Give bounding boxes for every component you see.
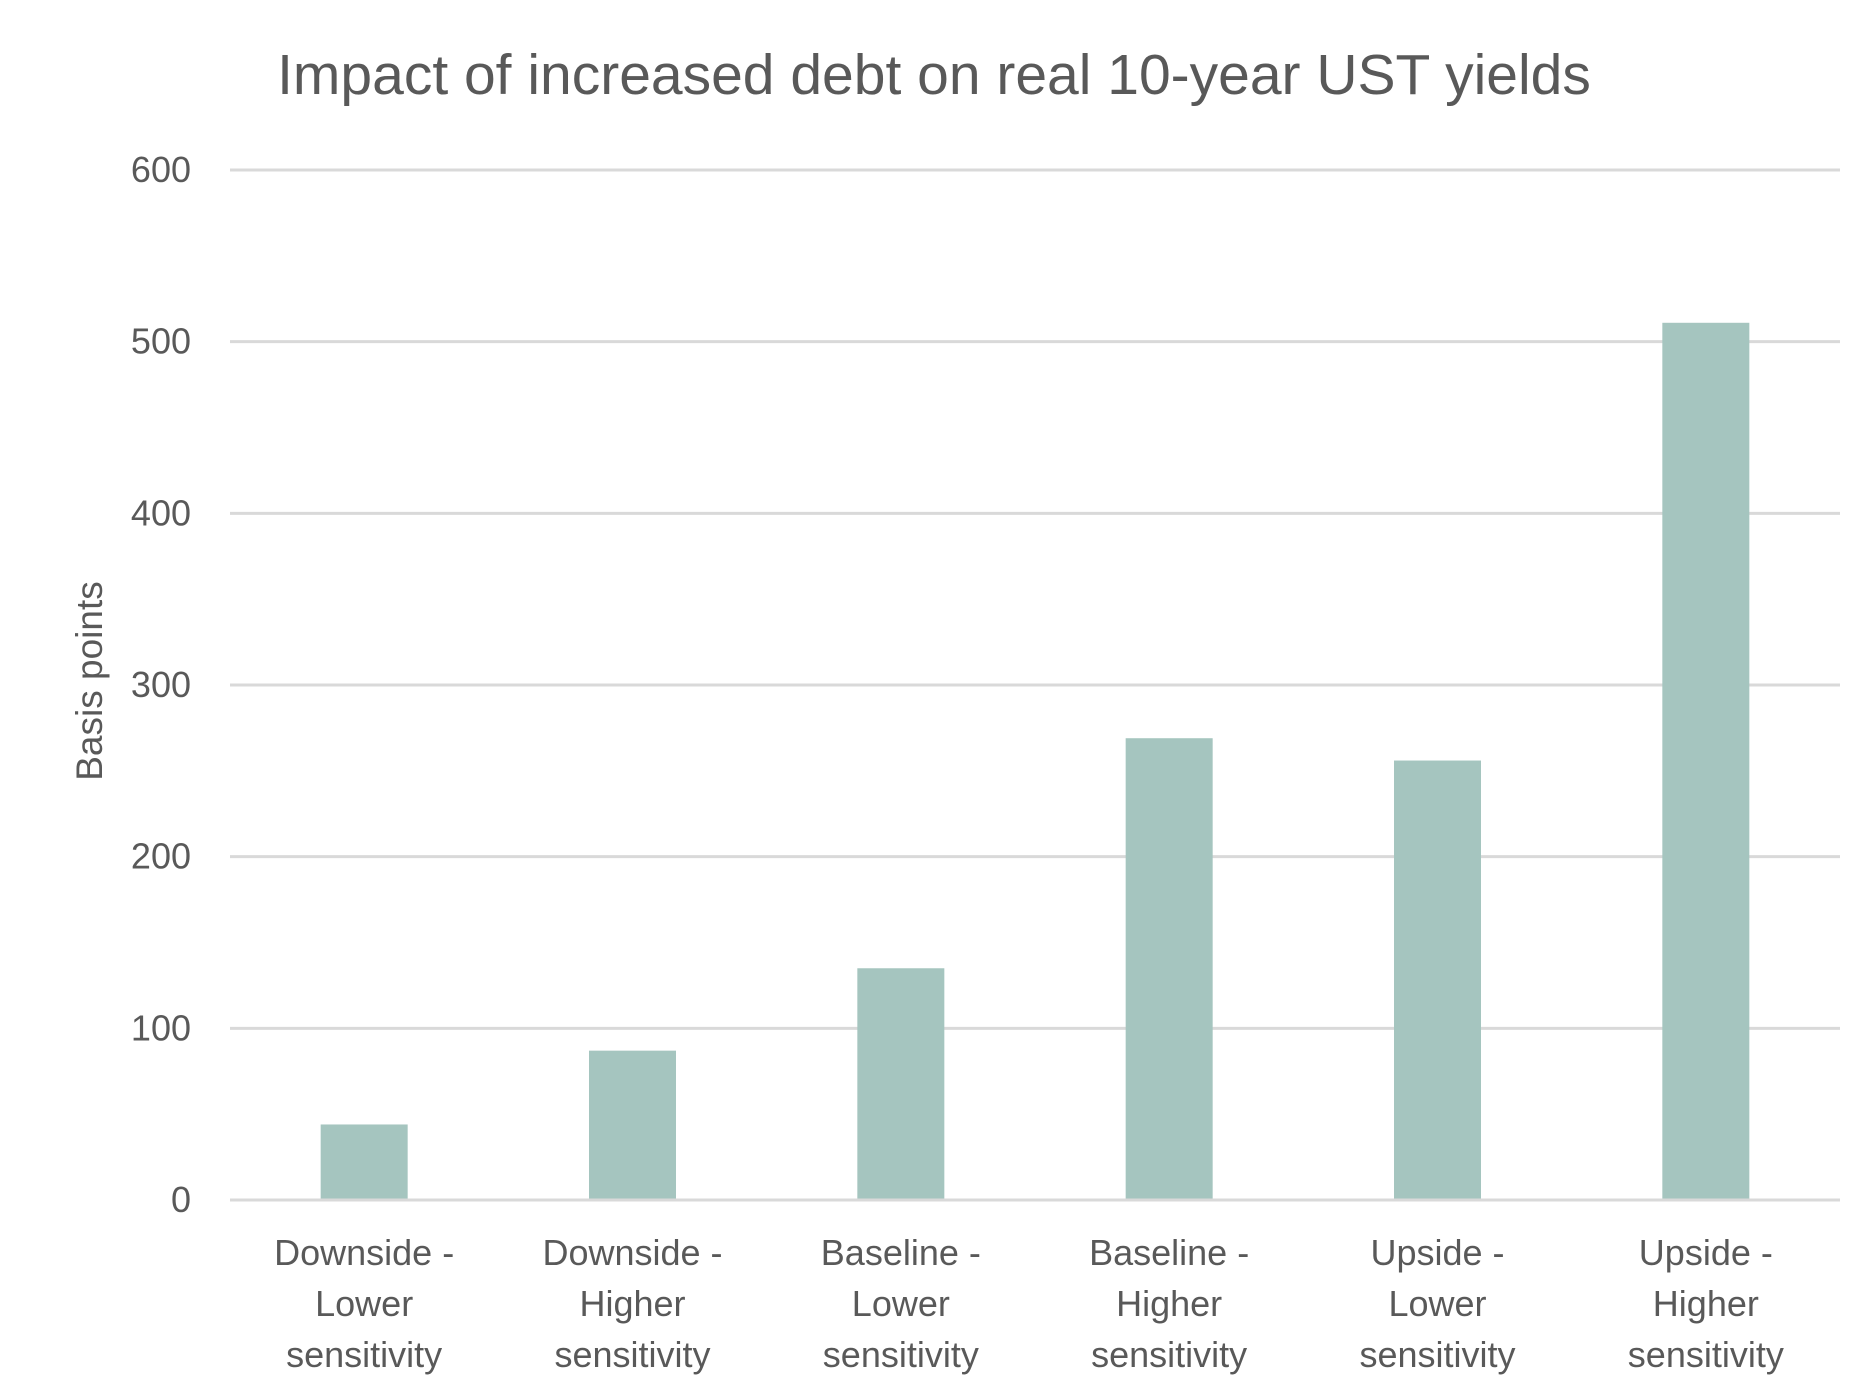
x-tick-label-line: Upside - [1639,1232,1773,1273]
bar [1662,322,1750,1200]
y-axis-ticks: 0 100 200 300 400 500 600 [131,149,191,1220]
y-tick-label: 200 [131,836,191,877]
x-tick-label-line: sensitivity [1628,1334,1784,1375]
x-tick-label: Baseline - Higher sensitivity [1089,1232,1249,1375]
y-tick-label: 600 [131,149,191,190]
bar [1394,760,1481,1200]
chart-title: Impact of increased debt on real 10-year… [277,43,1591,107]
bar [857,968,945,1200]
x-tick-label-line: Lower [315,1283,413,1324]
x-tick-label-line: Higher [1116,1283,1222,1324]
y-tick-label: 400 [131,492,191,533]
x-tick-label: Downside - Higher sensitivity [542,1232,722,1375]
x-tick-label-line: Downside - [542,1232,722,1273]
y-axis-label: Basis points [69,581,110,781]
x-tick-label-line: sensitivity [823,1334,979,1375]
x-tick-label: Baseline - Lower sensitivity [821,1232,981,1375]
y-tick-label: 0 [171,1179,191,1220]
x-tick-label-line: sensitivity [1091,1334,1247,1375]
gridlines [230,168,1840,1030]
x-tick-label-line: Baseline - [1089,1232,1249,1273]
y-tick-label: 500 [131,321,191,362]
x-axis-ticks: Downside - Lower sensitivity Downside - High… [274,1232,1784,1375]
x-tick-label: Upside - Lower sensitivity [1359,1232,1515,1375]
x-tick-label: Downside - Lower sensitivity [274,1232,454,1375]
x-tick-label-line: Higher [1653,1283,1759,1324]
bar [320,1124,408,1200]
x-tick-label-line: Baseline - [821,1232,981,1273]
x-tick-label-line: sensitivity [1359,1334,1515,1375]
x-tick-label-line: Higher [579,1283,685,1324]
y-tick-label: 100 [131,1007,191,1048]
bars [320,322,1750,1200]
x-tick-label-line: sensitivity [554,1334,710,1375]
bar [1125,738,1213,1200]
x-tick-label-line: Lower [852,1283,950,1324]
y-tick-label: 300 [131,664,191,705]
bar [589,1050,676,1200]
x-tick-label-line: sensitivity [286,1334,442,1375]
x-tick-label-line: Downside - [274,1232,454,1273]
x-tick-label-line: Lower [1388,1283,1486,1324]
x-tick-label-line: Upside - [1370,1232,1504,1273]
x-tick-label: Upside - Higher sensitivity [1628,1232,1784,1375]
